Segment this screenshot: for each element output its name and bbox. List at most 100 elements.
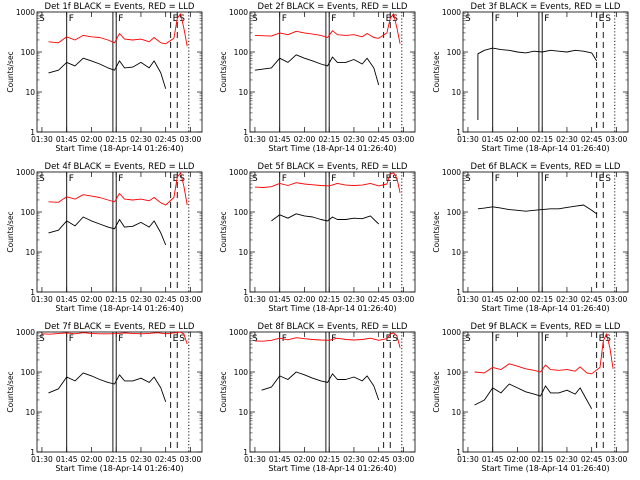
series-events-line [477,47,597,120]
region-label-f: F [69,174,74,184]
x-tick-label: 01:30 [457,295,479,304]
y-tick-label: 10 [451,248,461,257]
region-label-s: S [392,174,398,184]
region-label-f: F [118,174,123,184]
y-tick-label: 1000 [16,168,35,177]
x-tick-label: 02:00 [507,455,529,464]
y-tick-label: 100 [447,368,462,377]
x-tick-label: 02:00 [294,135,316,144]
x-tick-label: 01:45 [56,135,78,144]
region-label-s: S [39,334,45,344]
series-lld-line [48,13,188,47]
region-label-s: S [465,14,471,24]
panel-det-4: Det 4f BLACK = Events, RED = LLD 1 10 100 10… [6,162,203,313]
x-tick-label: 02:00 [507,135,529,144]
axes-frame [249,11,416,133]
x-tick-label: 02:00 [81,455,103,464]
y-tick-label: 10 [238,408,248,417]
x-tick-label: 01:30 [31,295,53,304]
y-tick-label: 100 [447,48,462,57]
region-label-s: S [252,174,258,184]
x-tick-label: 02:30 [556,135,578,144]
panel-det-6: Det 6f BLACK = Events, RED = LLD 1 10 100 10… [432,162,629,313]
region-label-f: F [118,14,123,24]
x-tick-label: 01:30 [457,455,479,464]
x-axis-label: Start Time (18-Apr-14 01:26:40) [55,144,183,153]
region-label-f: F [331,174,336,184]
y-tick-label: 100 [21,208,36,217]
x-axis-label: Start Time (18-Apr-14 01:26:40) [268,144,396,153]
y-tick-label: 10 [25,408,35,417]
axes-frame [36,171,203,293]
y-axis-label: Counts/sec [432,211,441,252]
y-tick-label: 1 [243,288,248,297]
y-tick-label: 1 [30,448,35,457]
y-tick-label: 1 [30,288,35,297]
panel-title: Det 9f BLACK = Events, RED = LLD [471,322,621,332]
x-tick-label: 02:00 [81,295,103,304]
x-axis-label: Start Time (18-Apr-14 01:26:40) [481,144,609,153]
y-tick-label: 1 [30,128,35,137]
x-tick-label: 01:45 [482,455,504,464]
y-tick-label: 1000 [442,328,461,337]
x-tick-label: 02:15 [531,295,553,304]
x-tick-label: 03:00 [180,295,202,304]
region-label-s: S [179,14,185,24]
axes-frame [462,331,629,453]
region-label-e: E [386,334,392,344]
region-label-s: S [392,334,398,344]
x-axis-label: Start Time (18-Apr-14 01:26:40) [481,464,609,473]
x-tick-label: 02:15 [531,455,553,464]
x-tick-label: 02:30 [556,455,578,464]
x-tick-label: 01:45 [56,295,78,304]
panel-title: Det 1f BLACK = Events, RED = LLD [45,2,195,12]
x-tick-label: 02:30 [130,295,152,304]
y-tick-label: 1000 [442,8,461,17]
x-axis-label: Start Time (18-Apr-14 01:26:40) [268,304,396,313]
x-tick-label: 03:00 [180,455,202,464]
panel-det-7: Det 7f BLACK = Events, RED = LLD 1 10 100 10… [6,322,203,473]
y-tick-label: 1000 [16,8,35,17]
region-label-f: F [282,174,287,184]
y-tick-label: 1 [243,128,248,137]
x-tick-label: 01:45 [56,455,78,464]
region-label-f: F [331,14,336,24]
y-tick-label: 1 [243,448,248,457]
x-tick-label: 02:45 [155,135,177,144]
series-events-line [48,216,167,246]
x-tick-label: 02:00 [294,295,316,304]
region-label-s: S [605,14,611,24]
x-tick-label: 02:00 [294,455,316,464]
x-tick-label: 02:45 [581,295,603,304]
x-tick-label: 02:45 [581,455,603,464]
axes-frame [249,171,416,293]
y-axis-label: Counts/sec [6,211,15,252]
y-tick-label: 1 [456,448,461,457]
y-tick-label: 10 [238,88,248,97]
y-tick-label: 100 [234,368,249,377]
x-tick-label: 02:30 [343,455,365,464]
panel-title: Det 2f BLACK = Events, RED = LLD [258,2,408,12]
x-tick-label: 01:30 [244,455,266,464]
region-label-e: E [173,334,179,344]
series-lld-line [254,172,401,193]
region-label-s: S [465,174,471,184]
x-tick-label: 02:30 [343,135,365,144]
series-events-line [271,213,380,225]
x-tick-label: 02:45 [155,455,177,464]
y-axis-label: Counts/sec [219,51,228,92]
y-tick-label: 10 [451,408,461,417]
x-tick-label: 02:30 [556,295,578,304]
x-tick-label: 02:15 [105,295,127,304]
series-lld-line [474,333,614,375]
region-label-f: F [495,334,500,344]
region-label-s: S [465,334,471,344]
x-tick-label: 02:00 [507,295,529,304]
panel-det-8: Det 8f BLACK = Events, RED = LLD 1 10 100 10… [219,322,416,473]
region-label-s: S [605,334,611,344]
x-tick-label: 02:15 [531,135,553,144]
y-axis-label: Counts/sec [432,371,441,412]
x-tick-label: 03:00 [606,295,628,304]
series-lld-line [254,13,401,44]
